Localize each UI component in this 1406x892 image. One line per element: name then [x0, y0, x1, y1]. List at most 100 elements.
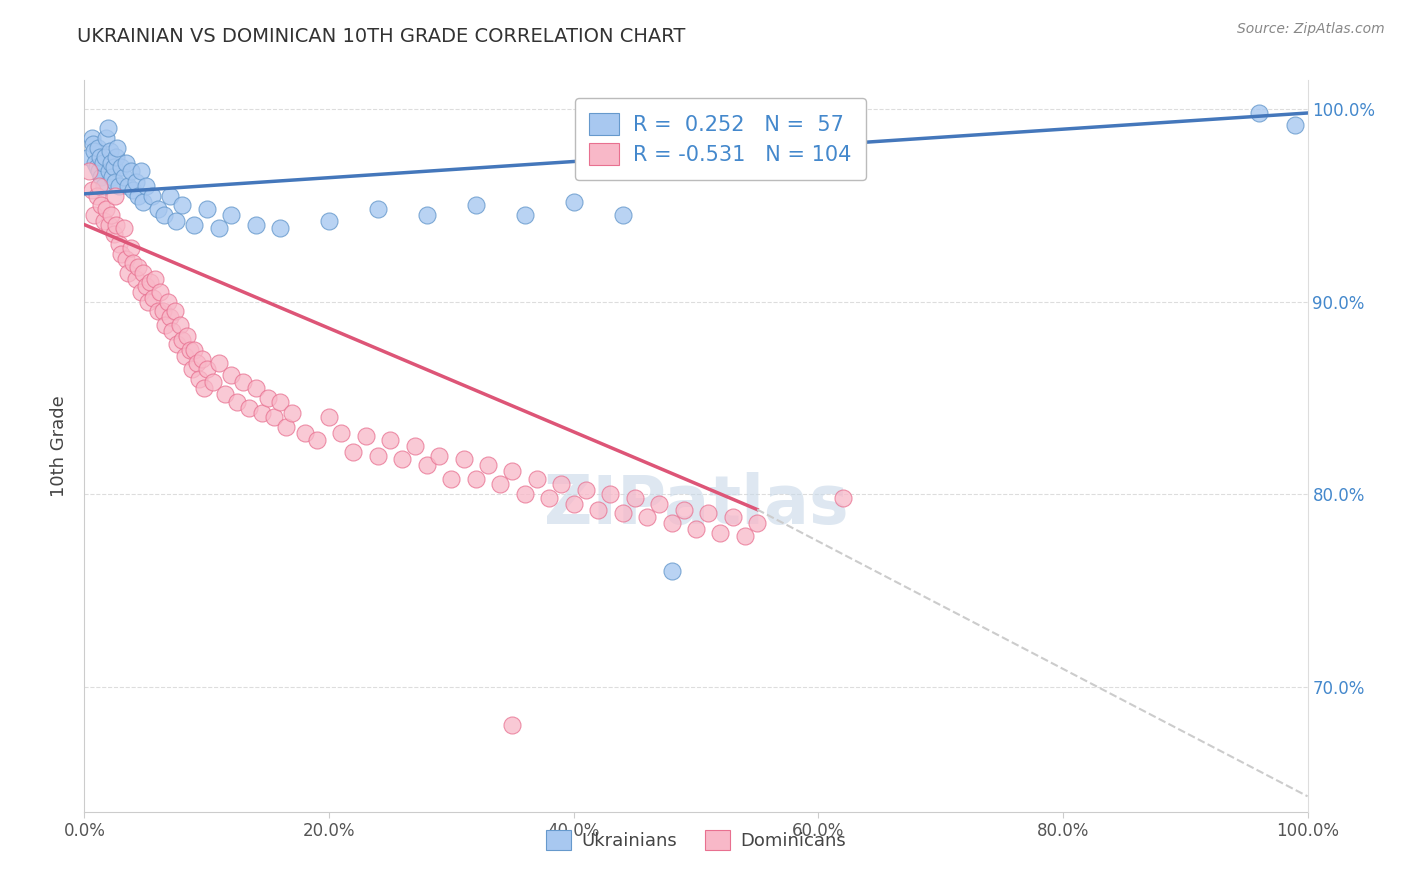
- Point: [169, 318, 191, 332]
- Point: [226, 394, 249, 409]
- Point: [464, 472, 486, 486]
- Point: [93, 179, 115, 194]
- Point: [141, 188, 163, 202]
- Point: [93, 214, 115, 228]
- Point: [129, 163, 152, 178]
- Point: [208, 356, 231, 370]
- Point: [526, 472, 548, 486]
- Point: [112, 221, 135, 235]
- Point: [87, 141, 110, 155]
- Point: [122, 256, 145, 270]
- Point: [416, 208, 439, 222]
- Point: [1284, 118, 1306, 132]
- Point: [110, 160, 132, 174]
- Point: [612, 507, 634, 521]
- Point: [110, 246, 132, 260]
- Point: [86, 188, 108, 202]
- Point: [139, 276, 162, 290]
- Point: [135, 279, 157, 293]
- Point: [90, 198, 112, 212]
- Point: [80, 183, 103, 197]
- Point: [550, 477, 572, 491]
- Point: [84, 156, 107, 170]
- Point: [305, 434, 328, 448]
- Point: [195, 202, 218, 217]
- Point: [263, 410, 285, 425]
- Point: [176, 329, 198, 343]
- Point: [562, 497, 585, 511]
- Point: [89, 150, 111, 164]
- Point: [709, 525, 731, 540]
- Point: [648, 497, 671, 511]
- Point: [162, 324, 184, 338]
- Point: [156, 294, 179, 309]
- Point: [391, 452, 413, 467]
- Point: [94, 150, 117, 164]
- Point: [97, 218, 120, 232]
- Point: [257, 391, 280, 405]
- Point: [163, 304, 186, 318]
- Point: [208, 221, 231, 235]
- Point: [685, 522, 707, 536]
- Point: [477, 458, 499, 473]
- Point: [173, 349, 195, 363]
- Point: [636, 510, 658, 524]
- Point: [440, 472, 463, 486]
- Point: [427, 449, 450, 463]
- Point: [281, 406, 304, 420]
- Point: [86, 160, 108, 174]
- Point: [146, 202, 169, 217]
- Point: [179, 343, 201, 357]
- Point: [129, 285, 152, 299]
- Point: [624, 491, 647, 505]
- Point: [380, 434, 402, 448]
- Point: [132, 266, 155, 280]
- Point: [294, 425, 316, 440]
- Point: [101, 169, 124, 184]
- Point: [502, 464, 524, 478]
- Point: [238, 401, 260, 415]
- Point: [195, 362, 218, 376]
- Point: [1247, 106, 1270, 120]
- Point: [146, 304, 169, 318]
- Point: [107, 179, 129, 194]
- Point: [219, 208, 242, 222]
- Point: [96, 131, 118, 145]
- Point: [112, 169, 135, 184]
- Point: [122, 183, 145, 197]
- Point: [117, 266, 139, 280]
- Point: [269, 221, 291, 235]
- Point: [318, 214, 340, 228]
- Point: [105, 218, 128, 232]
- Point: [747, 516, 769, 530]
- Point: [734, 529, 756, 543]
- Point: [276, 419, 298, 434]
- Point: [143, 271, 166, 285]
- Point: [245, 381, 267, 395]
- Point: [82, 136, 104, 151]
- Point: [100, 208, 122, 222]
- Point: [342, 444, 364, 458]
- Point: [330, 425, 353, 440]
- Point: [464, 198, 486, 212]
- Point: [142, 291, 165, 305]
- Text: Source: ZipAtlas.com: Source: ZipAtlas.com: [1237, 22, 1385, 37]
- Point: [562, 194, 585, 209]
- Point: [159, 310, 181, 324]
- Point: [502, 718, 524, 732]
- Point: [152, 304, 174, 318]
- Point: [489, 477, 512, 491]
- Point: [105, 150, 128, 164]
- Point: [83, 145, 105, 159]
- Point: [91, 156, 114, 170]
- Point: [120, 163, 142, 178]
- Point: [77, 150, 100, 164]
- Point: [245, 218, 267, 232]
- Point: [115, 156, 138, 170]
- Point: [103, 160, 125, 174]
- Point: [77, 163, 100, 178]
- Point: [132, 194, 155, 209]
- Point: [172, 198, 194, 212]
- Point: [513, 208, 536, 222]
- Y-axis label: 10th Grade: 10th Grade: [51, 395, 69, 497]
